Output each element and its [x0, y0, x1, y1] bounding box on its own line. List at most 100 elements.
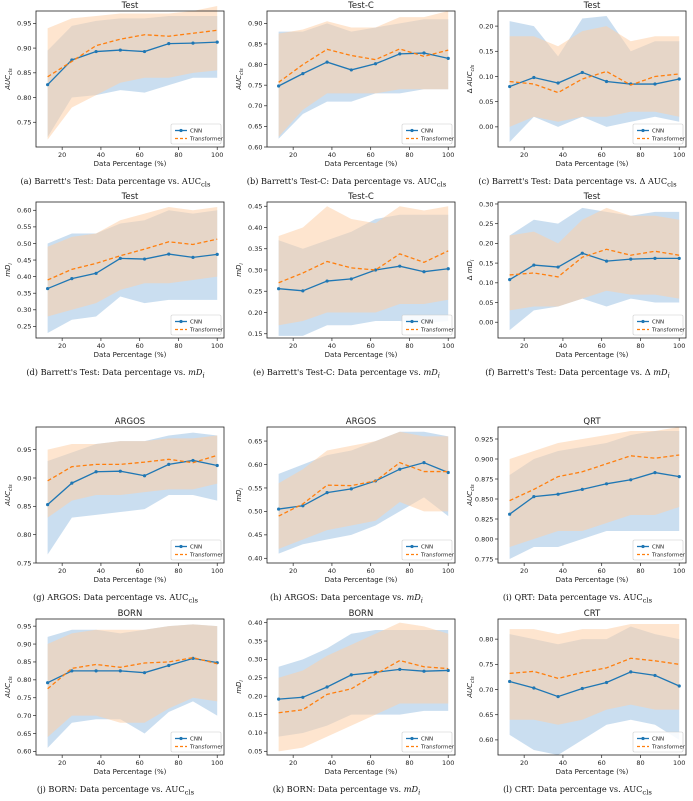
y-tick-label: 0.85	[17, 503, 31, 511]
y-tick-label: 0.80	[17, 94, 31, 102]
y-tick-label: 0.85	[17, 69, 31, 77]
cnn-data-point	[349, 673, 353, 677]
chart-b-testc-auc: Test-C 20 40 60 80 100 Data Percentage (%) 0.60…	[231, 0, 462, 172]
transformer-confidence-band	[47, 206, 218, 317]
y-tick-label: 0.65	[479, 711, 493, 719]
legend-cnn-marker	[410, 319, 414, 324]
x-tick-label: 100	[442, 759, 454, 767]
x-tick-label: 100	[673, 151, 685, 159]
caption-l: (l) CRT: Data percentage vs. AUCcls	[503, 784, 652, 797]
chart-d-test-mdi: Test 20 40 60 80 100 Data Percentage (%) 0.25 0.…	[0, 191, 231, 363]
x-tick-label: 20	[58, 342, 66, 350]
legend-transformer-label: Transformer	[420, 745, 455, 751]
cnn-data-point	[118, 256, 122, 260]
cnn-data-point	[532, 495, 536, 499]
cnn-data-point	[556, 265, 560, 269]
y-tick-label: 0.50	[248, 508, 262, 516]
y-tick-label: 0.55	[17, 223, 31, 231]
x-axis-label: Data Percentage (%)	[94, 160, 167, 168]
legend-box	[401, 123, 453, 145]
cnn-data-point	[118, 469, 122, 473]
cnn-data-point	[301, 289, 305, 293]
legend-cnn-label: CNN	[190, 737, 202, 743]
transformer-series-line	[509, 454, 680, 502]
x-tick-label: 40	[559, 759, 567, 767]
legend-cnn-label: CNN	[421, 545, 433, 551]
y-axis-label: AUCcls	[4, 484, 14, 507]
x-tick-label: 80	[636, 151, 644, 159]
x-tick-label: 100	[211, 759, 223, 767]
x-tick-label: 60	[136, 151, 144, 159]
transformer-confidence-band	[47, 435, 218, 518]
chart-title: ARGOS	[115, 417, 145, 427]
legend-box	[401, 314, 453, 336]
legend-box	[632, 539, 684, 561]
y-tick-label: 0.85	[17, 658, 31, 666]
y-tick-label: 0.65	[17, 730, 31, 738]
y-tick-label: 0.30	[479, 200, 493, 208]
x-tick-label: 40	[97, 567, 105, 575]
plot-frame	[35, 618, 225, 756]
legend-box	[170, 123, 222, 145]
plot-frame	[35, 426, 225, 564]
y-tick-label: 0.60	[479, 736, 493, 744]
x-tick-label: 100	[211, 567, 223, 575]
cnn-data-point	[46, 286, 50, 291]
x-tick-label: 60	[598, 342, 606, 350]
chart-l-crt-auc: CRT 20 40 60 80 100 Data Percentage (%) 0.60 0.6…	[462, 608, 693, 780]
legend-cnn-label: CNN	[190, 545, 202, 551]
y-axis-label: AUCcls	[4, 676, 14, 699]
legend-transformer-label: Transformer	[189, 137, 224, 143]
cnn-data-point	[349, 487, 353, 491]
y-tick-label: 0.80	[248, 61, 262, 69]
y-tick-label: 0.75	[479, 661, 493, 669]
y-tick-label: 0.60	[17, 748, 31, 756]
plot-frame	[35, 201, 225, 339]
legend-cnn-label: CNN	[421, 737, 433, 743]
legend-transformer-label: Transformer	[420, 328, 455, 334]
plot-frame	[497, 10, 687, 148]
cnn-data-point	[604, 79, 609, 84]
y-tick-label: 0.05	[479, 299, 493, 307]
cnn-data-point	[677, 256, 681, 260]
transformer-series-line	[278, 461, 449, 517]
transformer-series-line	[509, 70, 680, 94]
y-tick-label: 0.75	[17, 559, 31, 567]
cnn-data-point	[422, 51, 426, 55]
x-tick-label: 20	[58, 151, 66, 159]
chart-svg: QRT 20 40 60 80 100 Data Percentage (%) 0.775 0.…	[466, 417, 687, 584]
transformer-series-line	[509, 657, 680, 680]
cnn-data-point	[604, 259, 609, 263]
cnn-data-point	[629, 670, 633, 674]
cnn-data-point	[349, 277, 353, 281]
y-tick-label: 0.10	[479, 73, 493, 81]
cnn-data-point	[446, 470, 450, 475]
x-tick-label: 60	[136, 759, 144, 767]
y-tick-label: 0.05	[248, 748, 262, 756]
transformer-confidence-band	[47, 624, 218, 738]
legend-cnn-marker	[179, 544, 183, 549]
y-tick-label: 0.900	[475, 455, 494, 463]
cnn-data-point	[398, 467, 402, 471]
cnn-data-point	[94, 271, 98, 275]
x-tick-label: 40	[328, 342, 336, 350]
y-tick-label: 0.90	[248, 20, 262, 28]
chart-title: QRT	[583, 417, 601, 427]
x-axis-label: Data Percentage (%)	[325, 768, 398, 776]
cnn-data-point	[629, 478, 633, 482]
chart-svg: Test 20 40 60 80 100 Data Percentage (%) 0.25 0.…	[4, 192, 225, 359]
y-tick-label: 0.850	[475, 495, 494, 503]
legend-transformer-label: Transformer	[651, 137, 686, 143]
cnn-series-line	[278, 461, 449, 510]
legend-cnn-marker	[641, 319, 645, 324]
x-tick-label: 60	[367, 567, 375, 575]
cnn-data-point	[508, 512, 512, 516]
chart-g-argos-auc: ARGOS 20 40 60 80 100 Data Percentage (%) 0.75 0…	[0, 416, 231, 588]
cnn-data-point	[508, 84, 512, 89]
cnn-data-point	[556, 81, 560, 85]
y-tick-label: 0.25	[248, 288, 262, 296]
legend-transformer-label: Transformer	[189, 745, 224, 751]
x-tick-label: 80	[405, 151, 413, 159]
x-tick-label: 20	[289, 567, 297, 575]
y-tick-label: 0.825	[475, 515, 494, 523]
